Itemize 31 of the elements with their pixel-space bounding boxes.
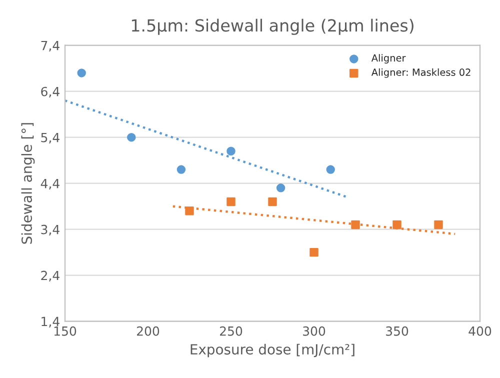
point bbox=[351, 220, 360, 230]
y-tick-label: 4,4 bbox=[40, 178, 60, 190]
point bbox=[127, 132, 136, 142]
point bbox=[310, 248, 318, 257]
legend-label: Aligner bbox=[371, 54, 406, 64]
y-tick-label: 2,4 bbox=[41, 270, 60, 282]
point bbox=[268, 197, 277, 206]
point bbox=[176, 165, 186, 174]
x-tick-label: 300 bbox=[303, 326, 326, 336]
chart-title: 1.5µm: Sidewall angle (2µm lines) bbox=[132, 18, 414, 35]
point bbox=[276, 184, 286, 192]
legend-label: Aligner: Maskless 02 bbox=[371, 68, 470, 78]
x-tick-label: 250 bbox=[220, 326, 242, 336]
y-tick-label: 6,4 bbox=[41, 86, 60, 98]
point bbox=[434, 220, 443, 230]
point bbox=[185, 206, 194, 216]
y-tick-label: 1,4 bbox=[42, 316, 60, 328]
point bbox=[392, 220, 402, 230]
y-axis-title: Sidewall angle [°] bbox=[21, 123, 35, 244]
y-tick-label: 7,4 bbox=[41, 40, 60, 52]
x-tick-label: 350 bbox=[386, 326, 408, 336]
x-tick-label: 150 bbox=[54, 326, 76, 336]
x-axis-title: Exposure dose [mJ/cm²] bbox=[190, 344, 354, 358]
point bbox=[326, 165, 335, 174]
y-tick-label: 3,4 bbox=[41, 224, 60, 236]
x-tick-label: 200 bbox=[136, 326, 160, 336]
point bbox=[226, 197, 236, 206]
point bbox=[77, 68, 86, 78]
x-tick-label: 400 bbox=[468, 326, 492, 336]
point bbox=[226, 146, 236, 156]
y-tick-label: 5,4 bbox=[41, 132, 60, 144]
